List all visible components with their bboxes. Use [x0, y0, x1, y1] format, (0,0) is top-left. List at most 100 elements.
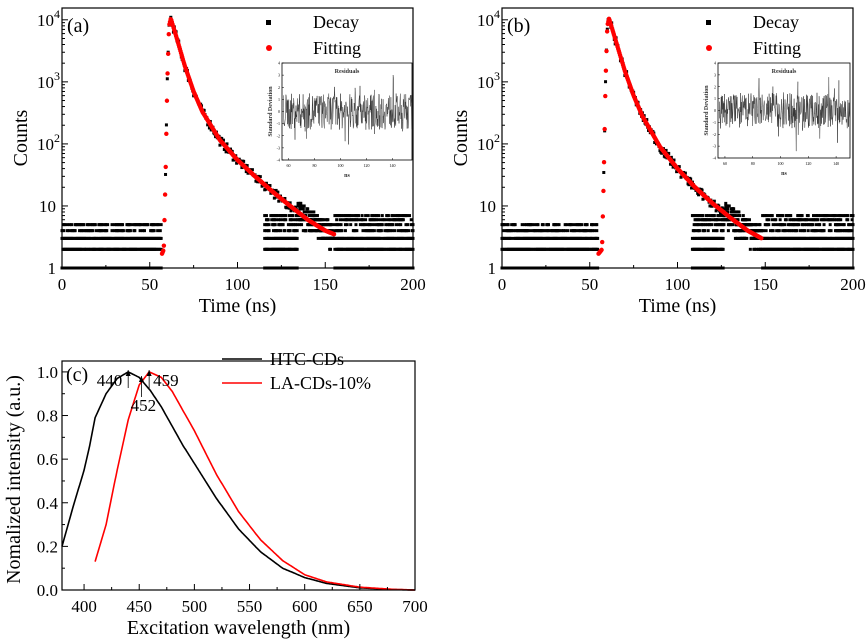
decay-point: [115, 223, 119, 227]
decay-point: [379, 229, 383, 233]
decay-point: [348, 214, 352, 218]
y-tick-label: 102: [477, 131, 500, 154]
y-tick-label: 103: [37, 69, 60, 92]
annotation-label: 459: [153, 371, 179, 390]
decay-point: [811, 223, 815, 227]
decay-point: [400, 247, 404, 251]
decay-point: [357, 218, 361, 222]
decay-point: [789, 214, 793, 218]
decay-point: [733, 210, 737, 214]
decay-point: [822, 229, 826, 233]
decay-point: [284, 247, 288, 251]
decay-point: [329, 247, 333, 251]
y-tick-label: 0.0: [37, 581, 58, 600]
fitting-point: [331, 232, 337, 237]
decay-point: [732, 207, 736, 211]
decay-point: [536, 223, 540, 227]
decay-point: [382, 236, 386, 240]
decay-point: [532, 223, 536, 227]
plot-frame: [61, 360, 416, 591]
x-tick-label: 0: [58, 275, 67, 294]
decay-point: [295, 229, 299, 233]
decay-point: [592, 229, 596, 233]
x-axis-label: Time (ns): [199, 295, 277, 317]
decay-point: [88, 236, 92, 240]
decay-point: [807, 223, 811, 227]
decay-point: [300, 204, 304, 208]
inset-y-tick-label: -4: [277, 158, 280, 163]
x-tick-label: 100: [665, 275, 691, 294]
decay-point: [778, 218, 782, 222]
decay-point: [675, 170, 679, 174]
decay-point: [741, 214, 745, 218]
decay-point: [547, 229, 551, 233]
arrowhead-icon: [125, 370, 131, 376]
decay-point: [393, 236, 397, 240]
y-tick-label: 0.8: [37, 407, 58, 426]
y-tick-label: 10: [479, 197, 496, 216]
decay-point: [291, 214, 295, 218]
y-tick-exponent: 4: [494, 7, 500, 21]
decay-point: [360, 214, 364, 218]
decay-point: [710, 223, 714, 227]
decay-point: [375, 214, 379, 218]
x-tick-label: 500: [182, 597, 208, 616]
decay-point: [343, 236, 347, 240]
decay-point: [401, 218, 405, 222]
decay-point: [733, 236, 737, 240]
decay-point: [110, 229, 114, 233]
inset-y-tick-label: -1: [713, 120, 716, 125]
decay-point: [716, 247, 720, 251]
decay-point: [588, 247, 592, 251]
decay-point: [363, 223, 367, 227]
decay-point: [394, 223, 398, 227]
decay-point: [242, 159, 246, 163]
decay-point: [88, 247, 92, 251]
legend-label-fitting: Fitting: [313, 38, 361, 58]
decay-point: [138, 229, 142, 233]
decay-point: [363, 247, 367, 251]
decay-point: [338, 218, 342, 222]
decay-point: [299, 207, 303, 211]
fitting-series: [596, 16, 764, 256]
x-tick-label: 150: [753, 275, 779, 294]
fitting-point: [166, 32, 171, 37]
decay-point: [850, 229, 854, 233]
legend: Decay Fitting: [706, 12, 801, 58]
decay-point: [90, 236, 94, 240]
inset-title: Residuals: [335, 69, 360, 75]
legend: HTC-CDs LA-CDs-10%: [222, 349, 371, 393]
decay-point: [383, 229, 387, 233]
decay-point: [289, 218, 293, 222]
decay-point: [269, 214, 273, 218]
decay-point: [344, 214, 348, 218]
decay-point: [762, 214, 766, 218]
decay-point: [706, 214, 710, 218]
decay-point: [278, 223, 282, 227]
decay-point: [274, 218, 278, 222]
decay-point: [819, 214, 823, 218]
decay-point: [790, 229, 794, 233]
y-tick-label: 1: [48, 259, 57, 278]
inset-x-tick-label: 120: [805, 161, 811, 166]
decay-point: [352, 218, 356, 222]
decay-point: [304, 229, 308, 233]
inset-x-tick-label: 80: [313, 163, 317, 168]
decay-point: [379, 218, 383, 222]
decay-point: [293, 223, 297, 227]
decay-point: [352, 236, 356, 240]
x-tick-label: 200: [400, 275, 426, 294]
decay-point: [711, 229, 715, 233]
decay-point: [822, 223, 826, 227]
decay-point: [158, 229, 162, 233]
decay-point: [668, 162, 672, 166]
decay-point: [726, 207, 730, 211]
decay-point: [764, 229, 768, 233]
y-axis-label: Nomalized intensity (a.u.): [3, 375, 25, 584]
decay-point: [718, 236, 722, 240]
decay-point: [342, 214, 346, 218]
decay-point: [93, 223, 97, 227]
decay-point: [794, 218, 798, 222]
decay-point: [105, 229, 109, 233]
decay-point: [409, 223, 413, 227]
